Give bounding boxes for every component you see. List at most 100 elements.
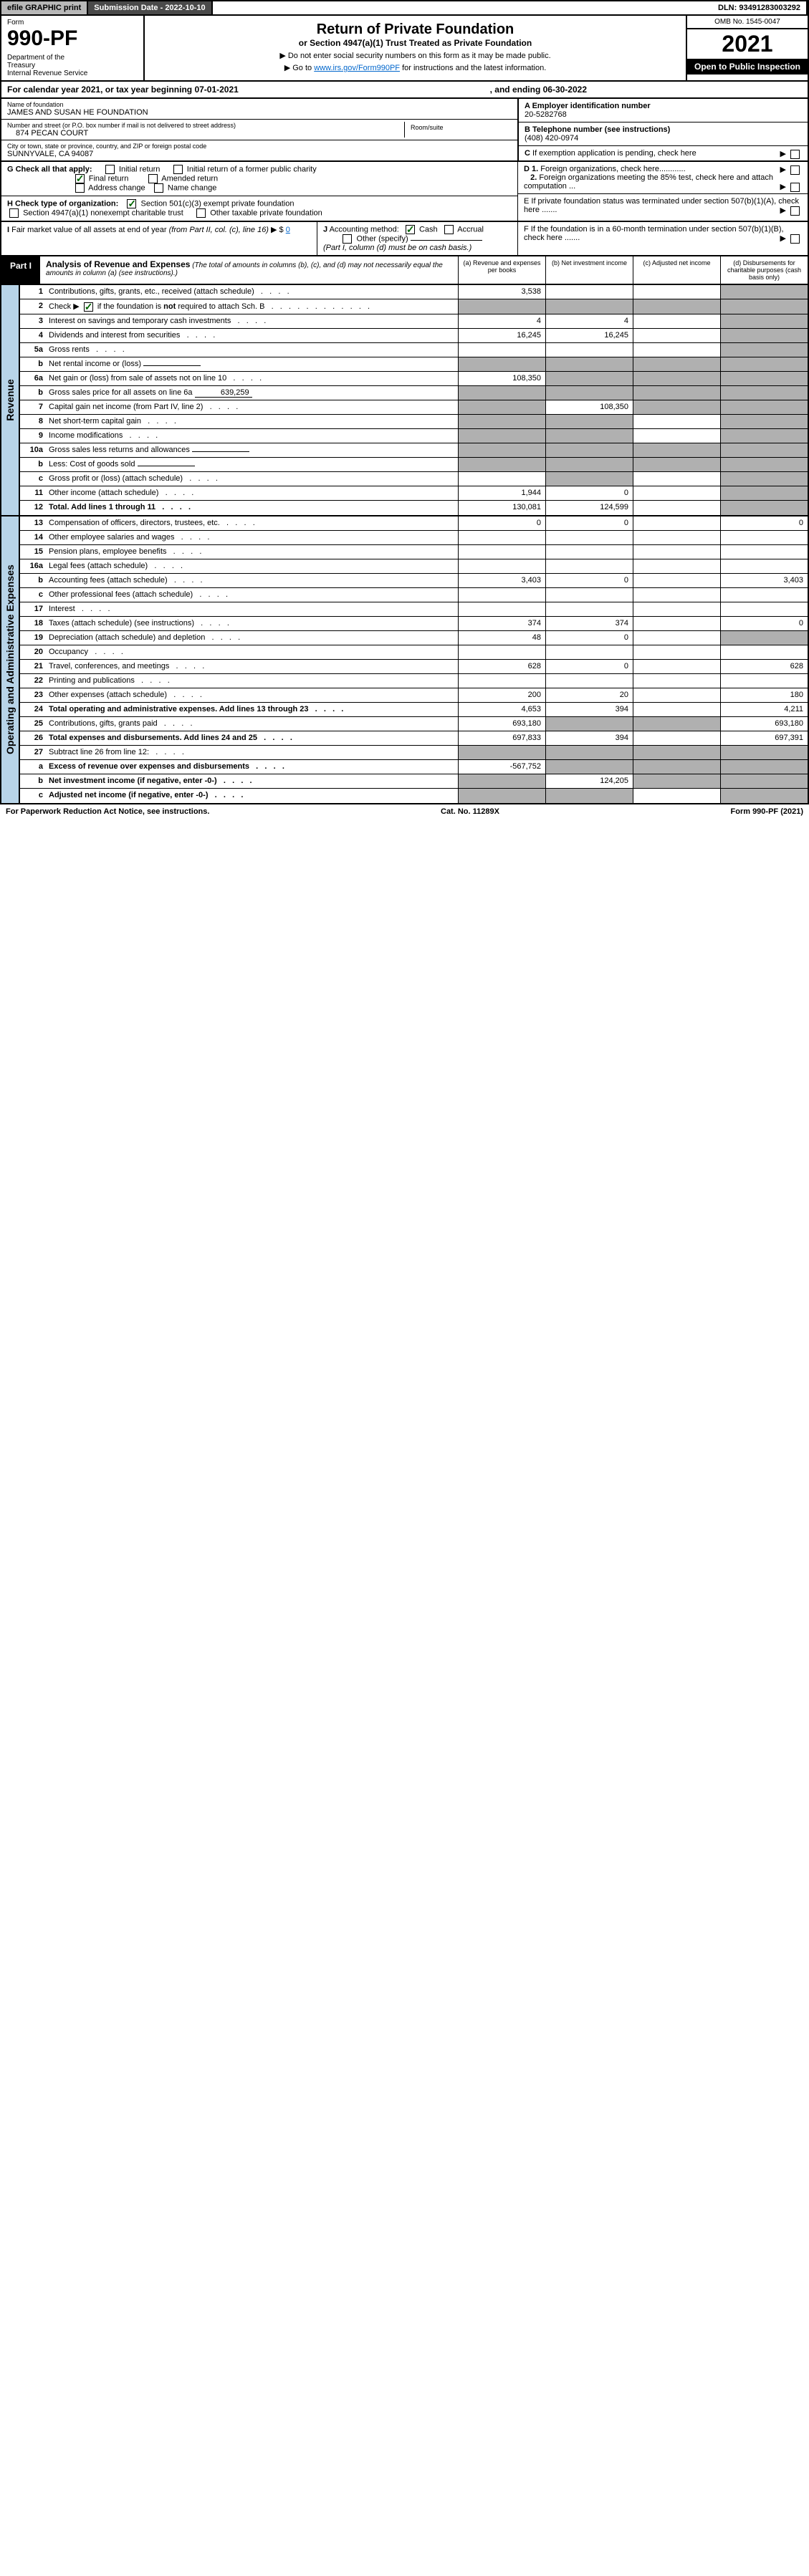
data-cell <box>633 731 720 745</box>
checkbox-f[interactable] <box>790 234 800 244</box>
city-label: City or town, state or province, country… <box>7 143 206 150</box>
table-row: bNet rental income or (loss) <box>20 357 808 372</box>
table-row: 20Occupancy . . . . <box>20 645 808 660</box>
data-cell <box>633 531 720 544</box>
data-cell <box>633 574 720 587</box>
checkbox-d1[interactable] <box>790 165 800 175</box>
data-cell: 3,403 <box>458 574 545 587</box>
data-cell <box>633 674 720 688</box>
data-cell: 374 <box>458 617 545 630</box>
line-number: 14 <box>20 531 46 544</box>
data-cell: 0 <box>720 617 808 630</box>
data-cell <box>720 531 808 544</box>
checkbox-c[interactable] <box>790 150 800 159</box>
line-number: 4 <box>20 329 46 342</box>
checkbox-accrual[interactable] <box>444 225 454 234</box>
data-cell <box>545 645 633 659</box>
irs-link[interactable]: www.irs.gov/Form990PF <box>314 64 400 72</box>
checkbox-4947[interactable] <box>9 208 19 218</box>
data-cell <box>633 429 720 443</box>
data-cell <box>458 357 545 371</box>
table-row: 19Depreciation (attach schedule) and dep… <box>20 631 808 645</box>
data-cell <box>458 588 545 602</box>
checkbox-addr-change[interactable] <box>75 183 85 193</box>
ein-label: A Employer identification number <box>525 102 651 110</box>
checkbox-501c3[interactable] <box>127 199 136 208</box>
line-desc: Excess of revenue over expenses and disb… <box>46 760 458 774</box>
data-cell <box>720 329 808 342</box>
fmv-link[interactable]: 0 <box>286 226 290 234</box>
data-cell <box>720 760 808 774</box>
data-cell: 628 <box>458 660 545 673</box>
efile-button[interactable]: efile GRAPHIC print <box>1 1 88 14</box>
table-row: 13Compensation of officers, directors, t… <box>20 516 808 531</box>
data-cell <box>545 789 633 803</box>
line-desc: Dividends and interest from securities .… <box>46 329 458 342</box>
table-row: 15Pension plans, employee benefits . . .… <box>20 545 808 559</box>
data-cell <box>545 443 633 457</box>
line-number: 21 <box>20 660 46 673</box>
line-desc: Interest . . . . <box>46 602 458 616</box>
data-cell <box>633 617 720 630</box>
checkbox-name-change[interactable] <box>154 183 163 193</box>
data-cell <box>633 516 720 530</box>
line-desc: Net gain or (loss) from sale of assets n… <box>46 372 458 385</box>
line-desc: Total operating and administrative expen… <box>46 703 458 716</box>
line-desc: Income modifications . . . . <box>46 429 458 443</box>
line-desc: Net short-term capital gain . . . . <box>46 415 458 428</box>
line-number: 23 <box>20 688 46 702</box>
line-desc: Contributions, gifts, grants, etc., rece… <box>46 285 458 299</box>
data-cell: 628 <box>720 660 808 673</box>
data-cell <box>458 545 545 559</box>
checkbox-e[interactable] <box>790 206 800 216</box>
table-row: aExcess of revenue over expenses and dis… <box>20 760 808 774</box>
checkbox-final[interactable] <box>75 174 85 183</box>
data-cell <box>720 299 808 314</box>
data-cell <box>633 789 720 803</box>
line-desc: Occupancy . . . . <box>46 645 458 659</box>
table-row: bGross sales price for all assets on lin… <box>20 386 808 400</box>
data-cell <box>458 602 545 616</box>
checkbox-other-tax[interactable] <box>196 208 206 218</box>
data-cell: 16,245 <box>545 329 633 342</box>
line-number: b <box>20 774 46 788</box>
open-inspection: Open to Public Inspection <box>687 59 808 75</box>
dept-treasury: Department of theTreasuryInternal Revenu… <box>7 54 138 77</box>
checkbox-initial[interactable] <box>105 165 115 174</box>
data-cell <box>720 674 808 688</box>
data-cell <box>720 314 808 328</box>
instr-2: ▶ Go to www.irs.gov/Form990PF for instru… <box>150 63 680 72</box>
table-row: 11Other income (attach schedule) . . . .… <box>20 486 808 501</box>
line-desc: Gross sales less returns and allowances <box>46 443 458 457</box>
data-cell <box>458 472 545 486</box>
data-cell: 108,350 <box>458 372 545 385</box>
checkbox-d2[interactable] <box>790 183 800 192</box>
line-desc: Gross profit or (loss) (attach schedule)… <box>46 472 458 486</box>
table-row: cOther professional fees (attach schedul… <box>20 588 808 602</box>
checkbox-other-method[interactable] <box>343 234 352 244</box>
line-number: 19 <box>20 631 46 645</box>
data-cell <box>458 531 545 544</box>
checkbox-cash[interactable] <box>406 225 415 234</box>
data-cell <box>720 789 808 803</box>
line-number: a <box>20 760 46 774</box>
data-cell <box>633 688 720 702</box>
data-cell: 1,944 <box>458 486 545 500</box>
data-cell <box>633 343 720 357</box>
data-cell <box>633 717 720 731</box>
data-cell <box>633 746 720 759</box>
data-cell <box>545 386 633 400</box>
line-desc: Legal fees (attach schedule) . . . . <box>46 559 458 573</box>
line-desc: Adjusted net income (if negative, enter … <box>46 789 458 803</box>
table-row: 2Check ▶ if the foundation is not requir… <box>20 299 808 314</box>
table-row: 10aGross sales less returns and allowanc… <box>20 443 808 458</box>
checkbox-initial-former[interactable] <box>173 165 183 174</box>
line-desc: Less: Cost of goods sold <box>46 458 458 471</box>
data-cell <box>458 746 545 759</box>
dln: DLN: 93491283003292 <box>712 1 808 14</box>
hij-block: I Fair market value of all assets at end… <box>0 222 809 256</box>
data-cell <box>458 789 545 803</box>
checkbox-amended[interactable] <box>148 174 158 183</box>
data-cell <box>633 703 720 716</box>
data-cell <box>633 660 720 673</box>
